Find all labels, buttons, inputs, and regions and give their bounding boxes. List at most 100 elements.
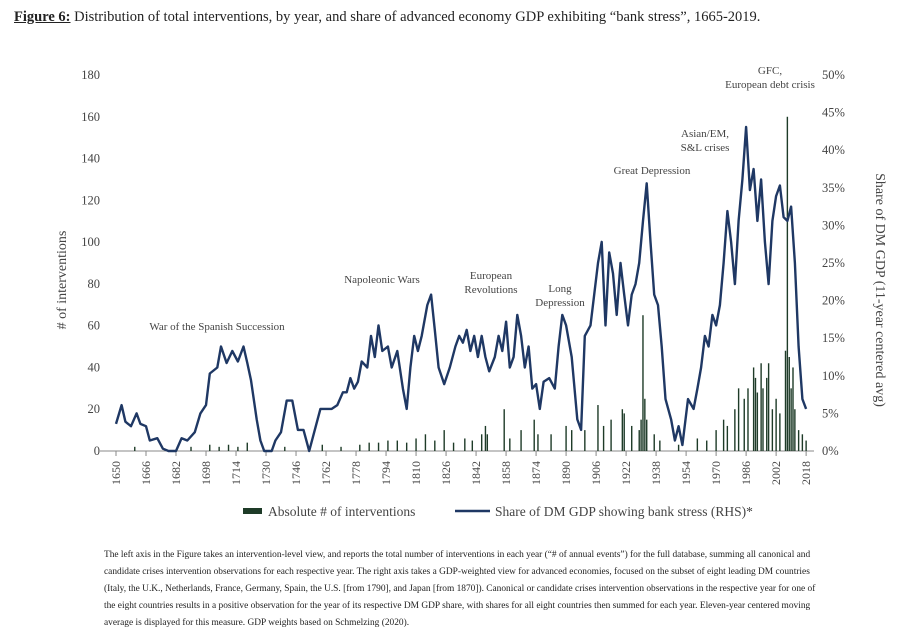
y2-tick-label: 25% (822, 256, 845, 270)
x-tick-label: 1810 (409, 461, 423, 485)
bar (646, 419, 648, 451)
annotation: Long (548, 283, 572, 295)
bar (779, 413, 781, 451)
bar (756, 392, 759, 451)
bar (480, 434, 483, 451)
y2-tick-label: 45% (822, 106, 845, 120)
x-tick-label: 1794 (379, 461, 393, 485)
x-tick-label: 1938 (649, 461, 663, 485)
bar (752, 367, 755, 451)
y2-tick-label: 40% (822, 143, 845, 157)
bar (715, 430, 717, 451)
bar (464, 438, 466, 451)
bar (801, 434, 804, 451)
x-tick-label: 1778 (349, 461, 363, 485)
bar (246, 442, 248, 451)
bar (642, 315, 644, 451)
y-tick-label: 140 (81, 152, 100, 166)
legend-label: Absolute # of interventions (268, 504, 415, 519)
bar (134, 446, 136, 451)
x-tick-label: 2002 (769, 461, 783, 485)
x-tick-label: 1906 (589, 461, 603, 485)
bar (359, 444, 361, 451)
bar (754, 377, 757, 451)
figure-title: Figure 6: Distribution of total interven… (14, 9, 760, 26)
bar (424, 434, 427, 451)
bar (520, 430, 522, 451)
x-tick-label: 1922 (619, 461, 633, 485)
bar (771, 409, 774, 451)
y2-tick-label: 10% (822, 369, 845, 383)
bar (434, 440, 436, 451)
bar (550, 434, 552, 451)
bar (722, 419, 725, 451)
bar (377, 442, 380, 451)
bar (443, 430, 445, 451)
bar (321, 444, 323, 451)
bar (747, 388, 749, 451)
bar (726, 425, 729, 451)
annotation: European debt crisis (725, 79, 815, 91)
bar (537, 434, 539, 451)
y2-tick-label: 0% (822, 444, 839, 458)
bar (677, 444, 680, 451)
y2-tick-label: 20% (822, 294, 845, 308)
bar (227, 444, 230, 451)
bar (621, 409, 624, 451)
bar (743, 398, 745, 451)
bar (805, 440, 807, 451)
bar (602, 425, 605, 451)
bar (484, 425, 487, 451)
bar (794, 409, 796, 451)
y-tick-label: 100 (81, 235, 100, 249)
bar (571, 430, 573, 451)
annotation: S&L crises (681, 142, 730, 154)
bar (597, 405, 599, 451)
bar (784, 350, 787, 451)
bar (610, 419, 612, 451)
bar (340, 446, 342, 451)
bar (760, 363, 762, 451)
x-tick-label: 1714 (229, 461, 243, 485)
x-tick-label: 1874 (529, 461, 543, 485)
line-series (114, 125, 808, 453)
x-tick-label: 1970 (709, 461, 723, 485)
y2-tick-label: 30% (822, 218, 845, 232)
bar (734, 409, 736, 451)
bar (786, 116, 789, 452)
y-tick-label: 160 (81, 110, 100, 124)
bar (471, 440, 474, 451)
annotation: Great Depression (614, 165, 691, 177)
x-tick-label: 1650 (109, 461, 123, 485)
bar (767, 363, 770, 451)
bar (396, 440, 399, 451)
y-tick-label: 20 (88, 402, 101, 416)
y2-tick-label: 15% (822, 331, 845, 345)
chart: 1650 1666 1682 1698 1714 1730 1746 1762 1778 1794… (55, 65, 887, 519)
x-tick-label: 2018 (799, 461, 813, 485)
annotation: European (470, 270, 513, 282)
bar (788, 357, 790, 451)
figure-label: Figure 6: (14, 9, 71, 25)
bar (644, 398, 646, 451)
bar (775, 398, 777, 451)
y-tick-label: 180 (81, 68, 100, 82)
bar (706, 440, 708, 451)
bar (653, 434, 655, 451)
y-axis-label: # of interventions (55, 231, 70, 330)
bar (387, 440, 389, 451)
annotation: Napoleonic Wars (344, 274, 420, 286)
x-tick-label: 1698 (199, 461, 213, 485)
y2-axis-label: Share of DM GDP (11-year centered avg) (872, 173, 887, 407)
legend-swatch (243, 508, 262, 514)
bar (790, 388, 792, 451)
x-tick-label: 1842 (469, 461, 483, 485)
bar (623, 413, 625, 451)
bar (209, 444, 211, 451)
bar (565, 425, 567, 451)
bar (503, 409, 505, 451)
bar (368, 442, 370, 451)
bar (792, 367, 794, 451)
annotation: Revolutions (464, 284, 517, 296)
